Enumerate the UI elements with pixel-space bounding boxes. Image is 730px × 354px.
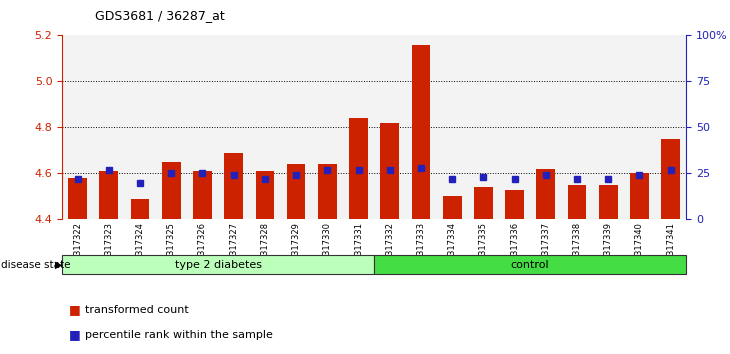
Bar xyxy=(69,178,87,219)
Bar xyxy=(249,35,280,219)
Bar xyxy=(318,164,337,219)
Bar xyxy=(224,153,243,219)
Bar xyxy=(599,185,618,219)
Bar xyxy=(505,190,524,219)
Text: ▶: ▶ xyxy=(55,260,62,270)
Bar xyxy=(561,35,593,219)
Bar xyxy=(124,35,155,219)
Bar xyxy=(131,199,150,219)
Text: disease state: disease state xyxy=(1,260,71,270)
Bar xyxy=(343,35,374,219)
Bar xyxy=(255,171,274,219)
Bar xyxy=(218,35,250,219)
Bar xyxy=(624,35,655,219)
Bar xyxy=(537,169,555,219)
Text: ■: ■ xyxy=(69,328,81,341)
Bar xyxy=(530,35,561,219)
Bar xyxy=(374,255,686,274)
Text: percentile rank within the sample: percentile rank within the sample xyxy=(85,330,273,339)
Bar xyxy=(280,35,312,219)
Bar xyxy=(655,35,686,219)
Bar xyxy=(661,139,680,219)
Bar xyxy=(593,35,624,219)
Bar xyxy=(468,35,499,219)
Bar xyxy=(62,35,93,219)
Bar xyxy=(499,35,530,219)
Bar xyxy=(93,35,124,219)
Bar xyxy=(437,35,468,219)
Bar xyxy=(380,123,399,219)
Text: control: control xyxy=(511,259,550,270)
Text: ■: ■ xyxy=(69,303,81,316)
Bar xyxy=(474,187,493,219)
Bar xyxy=(62,255,374,274)
Bar xyxy=(374,35,405,219)
Text: GDS3681 / 36287_at: GDS3681 / 36287_at xyxy=(95,9,225,22)
Bar xyxy=(349,118,368,219)
Bar xyxy=(162,162,180,219)
Bar xyxy=(568,185,586,219)
Bar xyxy=(630,173,649,219)
Bar xyxy=(443,196,461,219)
Bar xyxy=(187,35,218,219)
Bar xyxy=(287,164,305,219)
Bar xyxy=(412,45,430,219)
Text: transformed count: transformed count xyxy=(85,305,189,315)
Bar xyxy=(193,171,212,219)
Bar xyxy=(405,35,437,219)
Bar xyxy=(155,35,187,219)
Bar xyxy=(99,171,118,219)
Text: type 2 diabetes: type 2 diabetes xyxy=(174,259,261,270)
Bar xyxy=(312,35,343,219)
